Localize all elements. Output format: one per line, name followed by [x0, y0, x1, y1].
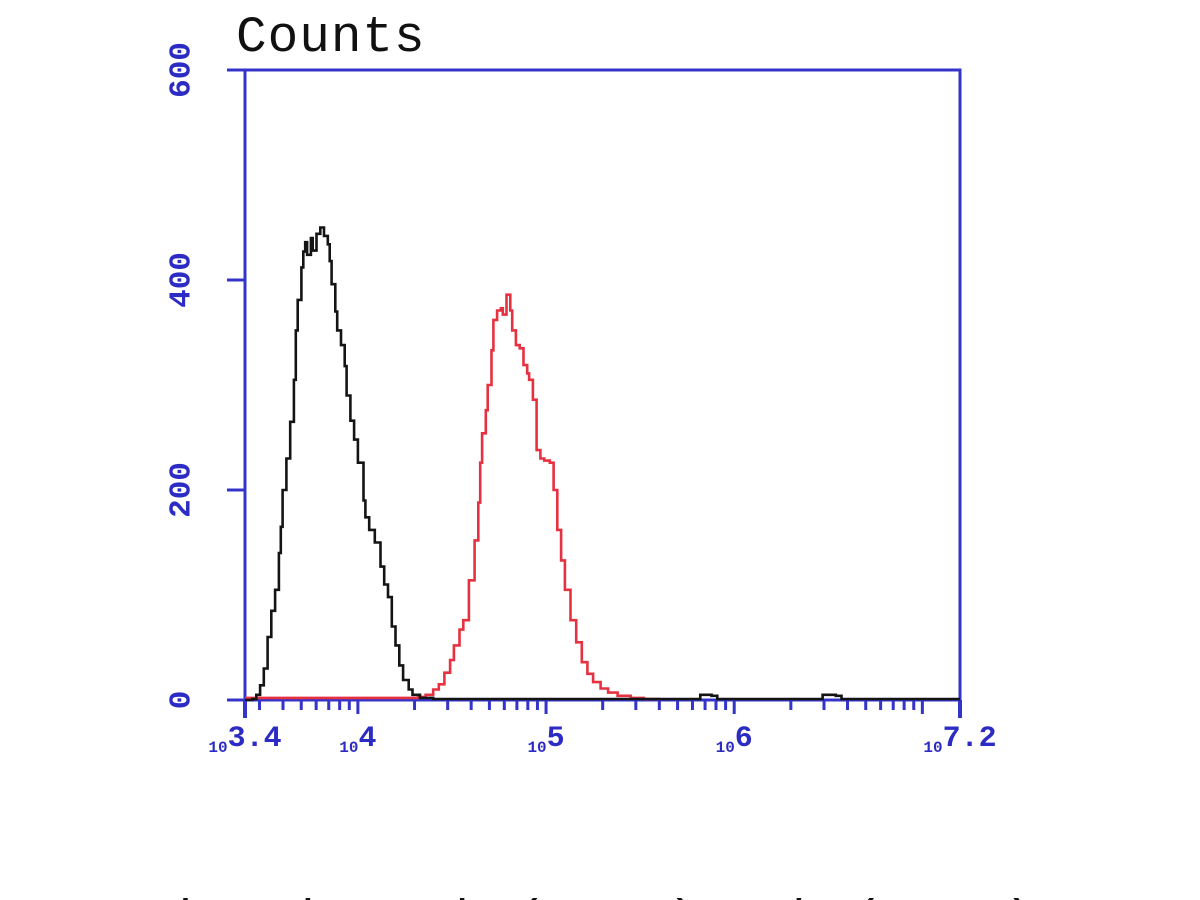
- red-histogram-curve: [245, 293, 661, 701]
- black-histogram-curve: [245, 226, 960, 702]
- x-tick-label-base: 10: [208, 739, 228, 757]
- x-tick-label-exponent: 6: [734, 722, 753, 756]
- y-tick-label: 200: [164, 462, 200, 518]
- x-tick-label-base: 10: [339, 739, 359, 757]
- y-tick-label: 600: [164, 42, 200, 98]
- x-tick-label-base: 10: [923, 739, 943, 757]
- x-axis-title: Phospho-Erk1(T202)+Erk2(T185) -Alexa Flu…: [148, 780, 1036, 900]
- x-tick-label: 105: [476, 722, 616, 757]
- x-tick-label-exponent: 3.4: [227, 722, 282, 756]
- x-tick-label-base: 10: [527, 739, 547, 757]
- x-tick-label-exponent: 7.2: [942, 722, 997, 756]
- y-axis-title: Counts: [236, 10, 426, 67]
- x-tick-label: 103.4: [175, 722, 315, 757]
- x-tick-label: 107.2: [890, 722, 1030, 757]
- x-tick-label: 104: [288, 722, 428, 757]
- y-tick-label: 400: [164, 252, 200, 308]
- x-tick-label-exponent: 4: [358, 722, 377, 756]
- y-tick-label: 0: [164, 690, 200, 710]
- x-tick-label: 106: [664, 722, 804, 757]
- x-tick-label-base: 10: [715, 739, 735, 757]
- plot-frame: [243, 68, 962, 702]
- x-axis-title-line1: Phospho-Erk1(T202)+Erk2(T185): [148, 894, 1036, 900]
- x-tick-label-exponent: 5: [546, 722, 565, 756]
